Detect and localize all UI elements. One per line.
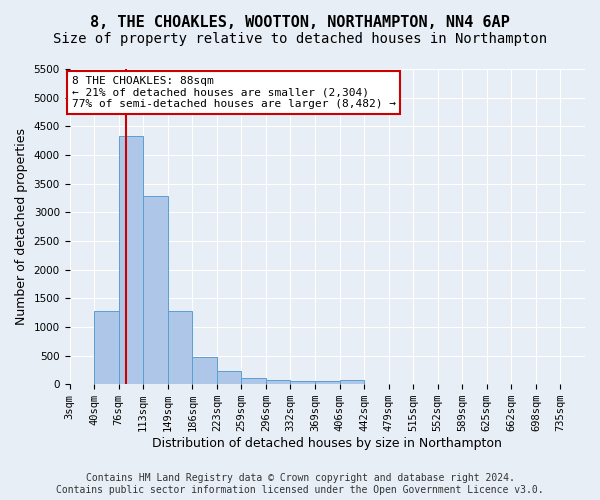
Bar — [340, 380, 364, 384]
Text: Size of property relative to detached houses in Northampton: Size of property relative to detached ho… — [53, 32, 547, 46]
Bar — [94, 312, 119, 384]
Text: Contains HM Land Registry data © Crown copyright and database right 2024.
Contai: Contains HM Land Registry data © Crown c… — [56, 474, 544, 495]
Text: 8 THE CHOAKLES: 88sqm
← 21% of detached houses are smaller (2,304)
77% of semi-d: 8 THE CHOAKLES: 88sqm ← 21% of detached … — [71, 76, 395, 109]
Bar — [241, 378, 266, 384]
X-axis label: Distribution of detached houses by size in Northampton: Distribution of detached houses by size … — [152, 437, 502, 450]
Bar — [143, 196, 168, 384]
Bar — [290, 381, 315, 384]
Y-axis label: Number of detached properties: Number of detached properties — [15, 128, 28, 325]
Text: 8, THE CHOAKLES, WOOTTON, NORTHAMPTON, NN4 6AP: 8, THE CHOAKLES, WOOTTON, NORTHAMPTON, N… — [90, 15, 510, 30]
Bar — [266, 380, 290, 384]
Bar — [192, 358, 217, 384]
Bar — [315, 381, 340, 384]
Bar — [217, 371, 241, 384]
Bar — [119, 136, 143, 384]
Bar — [168, 311, 192, 384]
